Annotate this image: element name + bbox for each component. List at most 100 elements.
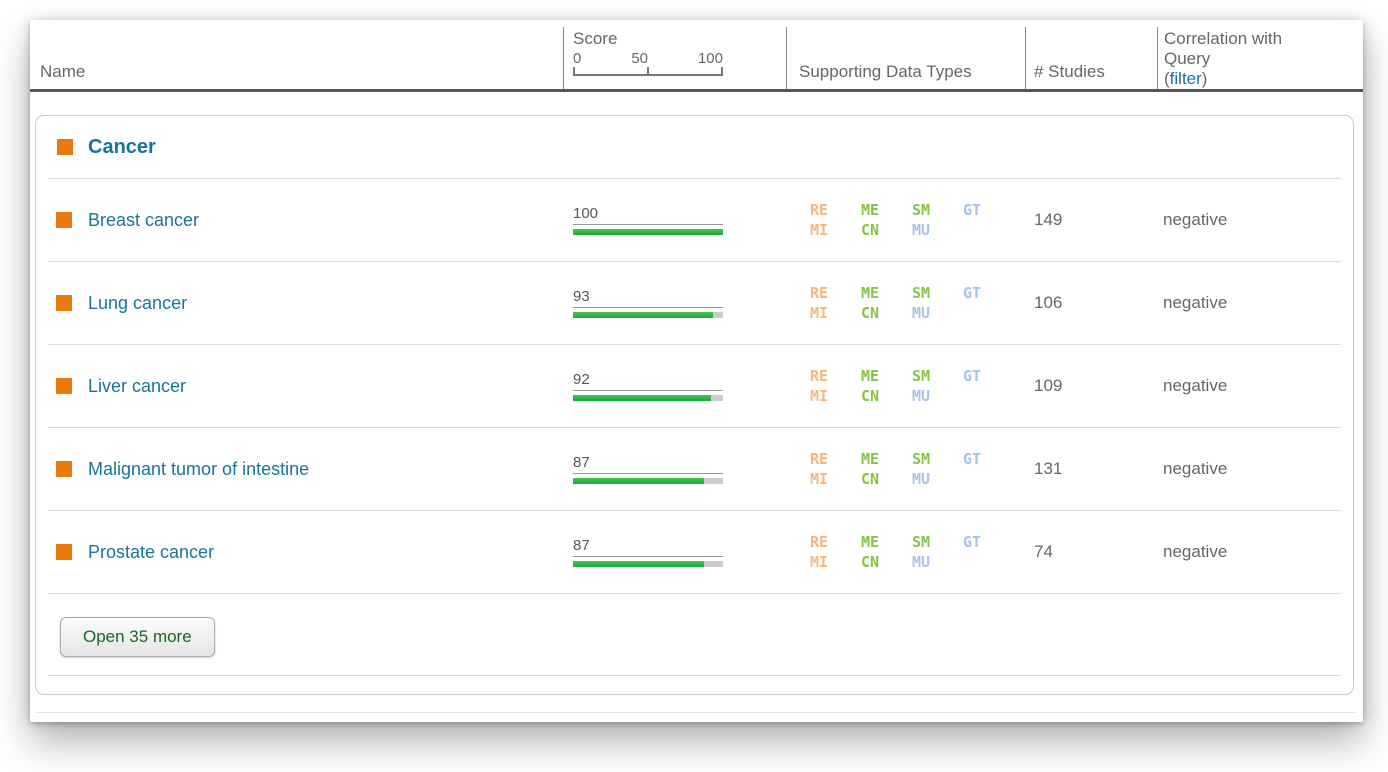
score-bar-fill [573, 311, 713, 318]
data-type-badge-gt: GT [963, 367, 982, 385]
ruler-tick-0 [573, 66, 575, 74]
data-type-badge-re: RE [810, 201, 829, 219]
condition-link[interactable]: Lung cancer [88, 292, 188, 313]
data-type-badge-sm: SM [912, 367, 931, 385]
data-type-badges: RE ME SM GT MI CN MU [810, 534, 1014, 570]
data-type-badge-gt: GT [963, 533, 982, 551]
data-type-badge-me: ME [861, 533, 880, 551]
correlation-label-line2: Query [1164, 49, 1211, 69]
group-title: Cancer [88, 135, 156, 158]
data-type-badge-me: ME [861, 450, 880, 468]
score-bar-track [573, 228, 723, 235]
studies-cell: 131 [1034, 459, 1063, 478]
data-type-badge-mi: MI [810, 303, 829, 322]
data-type-badges: RE ME SM GT MI CN MU [810, 202, 1014, 238]
condition-link[interactable]: Prostate cancer [88, 541, 215, 562]
data-type-badge-mu: MU [912, 552, 931, 571]
data-type-badge-re: RE [810, 367, 829, 385]
studies-cell: 74 [1034, 542, 1053, 561]
data-type-badge-cn: CN [861, 552, 880, 571]
studies-cell: 109 [1034, 376, 1063, 395]
data-type-badge-me: ME [861, 284, 880, 302]
studies-cell: 149 [1034, 210, 1063, 229]
score-bar-track [573, 560, 723, 567]
data-types-cell: RE ME SM GT MI CN MU [786, 202, 1026, 238]
data-types-column-label: Supporting Data Types [799, 62, 972, 81]
condition-link[interactable]: Breast cancer [88, 209, 200, 230]
name-cell: Breast cancer [36, 210, 573, 231]
correlation-cell: negative [1163, 542, 1228, 561]
score-block: 92 [573, 371, 723, 401]
data-types-cell: RE ME SM GT MI CN MU [786, 451, 1026, 487]
column-header-name: Name [30, 27, 563, 89]
row-separator [48, 178, 1341, 179]
category-color-swatch [56, 461, 72, 477]
score-block: 93 [573, 288, 723, 318]
table-row: Liver cancer 92 RE ME SM GT MI CN MU [36, 345, 1353, 427]
data-type-badge-mu: MU [912, 303, 931, 322]
data-type-badge-cn: CN [861, 303, 880, 322]
score-value: 87 [573, 454, 723, 474]
sheet-footer-divider [36, 712, 1357, 713]
scale-max-label: 100 [697, 50, 723, 67]
ruler-tick-100 [721, 66, 723, 74]
data-type-badge-gt: GT [963, 284, 982, 302]
row-separator [48, 344, 1341, 345]
data-types-cell: RE ME SM GT MI CN MU [786, 285, 1026, 321]
category-color-swatch [57, 139, 73, 155]
data-type-badges: RE ME SM GT MI CN MU [810, 451, 1014, 487]
table-row: Prostate cancer 87 RE ME SM GT MI CN MU [36, 511, 1353, 593]
table-header: Name Score 0 50 100 Supporting Data Type… [30, 20, 1363, 92]
card-bottom-padding [36, 676, 1353, 694]
row-separator [48, 593, 1341, 594]
data-type-badge-mi: MI [810, 386, 829, 405]
correlation-label-line1: Correlation with [1164, 29, 1283, 48]
score-cell: 92 [573, 371, 786, 401]
category-color-swatch [56, 295, 72, 311]
results-sheet: Name Score 0 50 100 Supporting Data Type… [30, 20, 1363, 722]
column-header-data-types: Supporting Data Types [786, 27, 1025, 89]
condition-link[interactable]: Liver cancer [88, 375, 187, 396]
score-bar-track [573, 311, 723, 318]
score-block: 100 [573, 205, 723, 235]
data-type-badge-mu: MU [912, 469, 931, 488]
name-column-label: Name [40, 62, 86, 81]
table-row: Malignant tumor of intestine 87 RE ME SM… [36, 428, 1353, 510]
scale-min-label: 0 [573, 50, 582, 67]
data-type-badge-sm: SM [912, 450, 931, 468]
data-type-badge-me: ME [861, 367, 880, 385]
data-type-badge-mu: MU [912, 220, 931, 239]
data-type-badge-me: ME [861, 201, 880, 219]
score-bar-fill [573, 228, 723, 235]
open-more-button[interactable]: Open 35 more [60, 617, 215, 657]
column-header-correlation: Correlation with Query (filter) [1157, 27, 1363, 89]
category-color-swatch [56, 378, 72, 394]
score-bar-track [573, 394, 723, 401]
row-separator [48, 261, 1341, 262]
correlation-filter-wrap: (filter) [1164, 69, 1363, 89]
studies-cell: 106 [1034, 293, 1063, 312]
data-type-badge-sm: SM [912, 533, 931, 551]
data-type-badge-mu: MU [912, 386, 931, 405]
table-row: Breast cancer 100 RE ME SM GT MI CN MU [36, 179, 1353, 261]
data-type-badge-sm: SM [912, 201, 931, 219]
filter-link[interactable]: filter [1169, 69, 1202, 89]
score-value: 100 [573, 205, 723, 225]
score-scale-labels: 0 50 100 [573, 50, 723, 68]
data-types-cell: RE ME SM GT MI CN MU [786, 368, 1026, 404]
data-type-badge-gt: GT [963, 201, 982, 219]
column-header-studies: # Studies [1025, 27, 1157, 89]
data-type-badge-mi: MI [810, 552, 829, 571]
score-cell: 100 [573, 205, 786, 235]
score-block: 87 [573, 537, 723, 567]
data-type-badge-sm: SM [912, 284, 931, 302]
results-card: Cancer Breast cancer 100 RE ME SM GT [35, 115, 1354, 695]
open-more-row: Open 35 more [36, 594, 1353, 675]
score-block: 87 [573, 454, 723, 484]
row-separator [48, 427, 1341, 428]
condition-link[interactable]: Malignant tumor of intestine [88, 458, 310, 479]
score-cell: 93 [573, 288, 786, 318]
score-cell: 87 [573, 537, 786, 567]
score-value: 93 [573, 288, 723, 308]
data-type-badge-gt: GT [963, 450, 982, 468]
